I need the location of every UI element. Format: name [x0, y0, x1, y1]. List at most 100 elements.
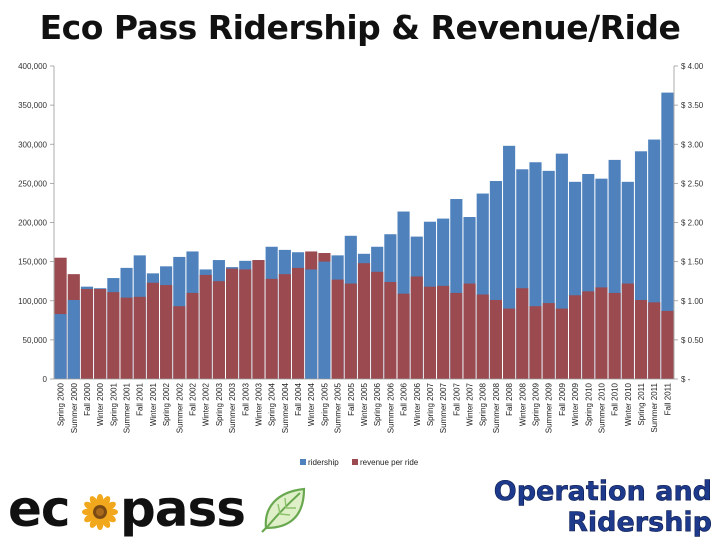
- right-axis-tick-label: $ 0.50: [681, 336, 704, 345]
- revenue-bar: [608, 292, 621, 379]
- left-axis-tick-label: 200,000: [18, 219, 47, 228]
- category-label: Fall 2008: [505, 382, 514, 415]
- logo-text-right: pass: [120, 480, 246, 538]
- revenue-bar: [357, 263, 371, 379]
- revenue-bar: [595, 287, 608, 379]
- slogan: Operation and Ridership: [493, 476, 712, 539]
- revenue-bar: [146, 282, 160, 379]
- revenue-bar: [239, 269, 252, 379]
- category-label: Summer 2000: [70, 382, 79, 433]
- sun-flower-icon: [82, 494, 118, 530]
- category-label: Summer 2006: [386, 382, 395, 433]
- right-axis-tick-label: $ 4.00: [681, 62, 704, 71]
- left-axis-tick-label: 250,000: [18, 179, 47, 188]
- revenue-bar: [489, 299, 502, 379]
- category-label: Winter 2002: [202, 382, 211, 426]
- category-label: Winter 2007: [466, 382, 475, 426]
- category-label: Fall 2011: [663, 382, 672, 415]
- revenue-bar: [291, 267, 305, 379]
- revenue-bar: [634, 299, 648, 379]
- revenue-bar: [476, 294, 489, 379]
- revenue-bar: [278, 274, 291, 379]
- category-label: Fall 2007: [452, 382, 461, 415]
- revenue-bar: [199, 274, 212, 379]
- category-label: Fall 2006: [400, 382, 409, 415]
- category-label: Summer 2009: [545, 382, 554, 433]
- revenue-bar: [516, 288, 529, 379]
- revenue-bar: [212, 281, 225, 379]
- category-label: Spring 2007: [426, 382, 435, 426]
- ridership-bar: [661, 92, 674, 379]
- revenue-bar: [384, 281, 397, 379]
- leaf-icon: [261, 487, 306, 533]
- category-label: Summer 2005: [334, 382, 343, 433]
- slogan-line-2: Ridership: [567, 507, 712, 539]
- right-axis-tick-label: $ 3.00: [681, 140, 704, 149]
- category-label: Fall 2004: [294, 382, 303, 415]
- legend-label-revenue: revenue per ride: [360, 458, 419, 467]
- category-label: Fall 2009: [558, 382, 567, 415]
- revenue-bar: [252, 260, 265, 379]
- revenue-bar: [463, 283, 476, 379]
- slogan-line-1: Operation and: [493, 476, 712, 508]
- category-label: Winter 2003: [254, 382, 263, 426]
- left-axis-tick-label: 300,000: [18, 140, 47, 149]
- revenue-bar: [529, 306, 542, 379]
- revenue-bar: [568, 295, 582, 379]
- left-axis-tick-label: 350,000: [18, 101, 47, 110]
- legend-label-ridership: ridership: [308, 458, 339, 467]
- revenue-bar: [542, 303, 555, 379]
- revenue-bar: [186, 292, 199, 379]
- category-label: Fall 2005: [347, 382, 356, 415]
- category-label: Summer 2001: [123, 382, 132, 433]
- ridership-bar: [305, 269, 318, 379]
- right-axis-tick-label: $ 3.50: [681, 101, 704, 110]
- logo-text-left: ec: [8, 480, 71, 538]
- right-axis-tick-label: $ 2.00: [681, 219, 704, 228]
- left-axis-tick-label: 50,000: [23, 336, 48, 345]
- category-label: Spring 2005: [320, 382, 329, 426]
- category-label: Spring 2004: [268, 382, 277, 426]
- category-label: Winter 2006: [413, 382, 422, 426]
- revenue-bar: [503, 308, 516, 379]
- category-label: Winter 2001: [149, 382, 158, 426]
- ridership-bar: [67, 299, 80, 379]
- revenue-bar: [423, 286, 437, 379]
- right-axis-tick-label: $ 1.00: [681, 297, 704, 306]
- category-label: Summer 2011: [650, 382, 659, 432]
- revenue-bar: [226, 268, 239, 379]
- revenue-bar: [648, 302, 661, 379]
- chart: 0 50,000 100,000 150,000 200,000 250,000 300,0…: [18, 62, 704, 467]
- category-label: Spring 2001: [109, 382, 118, 426]
- category-label: Winter 2008: [518, 382, 527, 426]
- left-axis-tick-label: 0: [43, 375, 48, 384]
- revenue-bar: [410, 276, 423, 379]
- category-label: Summer 2002: [175, 382, 184, 433]
- category-label: Winter 2010: [624, 382, 633, 426]
- left-axis-tick-label: 100,000: [18, 297, 47, 306]
- category-label: Fall 2010: [611, 382, 620, 415]
- left-axis-tick-label: 400,000: [18, 62, 47, 71]
- category-label: Summer 2003: [228, 382, 237, 433]
- right-axis-tick-label: $ 1.50: [681, 258, 704, 267]
- revenue-bar: [133, 296, 146, 379]
- category-label: Summer 2008: [492, 382, 501, 433]
- revenue-bar: [397, 293, 410, 379]
- category-label: Fall 2002: [189, 382, 198, 415]
- revenue-bar: [94, 289, 107, 379]
- category-label: Spring 2000: [57, 382, 66, 426]
- revenue-bar: [80, 289, 94, 379]
- revenue-bar: [371, 271, 384, 379]
- category-label: Spring 2008: [479, 382, 488, 426]
- revenue-bar: [331, 279, 344, 379]
- category-label: Spring 2006: [373, 382, 382, 426]
- right-axis-tick-label: $ 2.50: [681, 179, 704, 188]
- revenue-bar: [160, 285, 173, 379]
- category-label: Spring 2011: [637, 382, 646, 425]
- revenue-bar: [437, 285, 450, 379]
- revenue-bar: [555, 308, 568, 379]
- revenue-bar: [344, 283, 357, 379]
- category-label: Summer 2007: [439, 382, 448, 433]
- revenue-bar: [661, 310, 674, 379]
- category-label: Fall 2000: [83, 382, 92, 415]
